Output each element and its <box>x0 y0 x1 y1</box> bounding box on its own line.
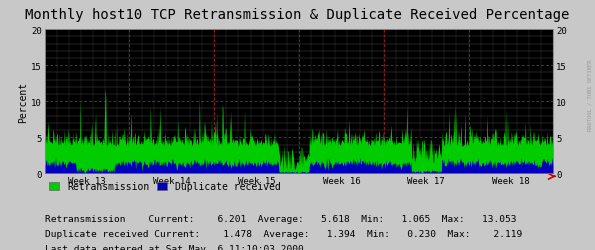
Text: Last data entered at Sat May  6 11:10:03 2000.: Last data entered at Sat May 6 11:10:03 … <box>45 244 309 250</box>
Text: Monthly host10 TCP Retransmission & Duplicate Received Percentage: Monthly host10 TCP Retransmission & Dupl… <box>26 8 569 22</box>
Text: RRDTOOL / TOBI OETIKER: RRDTOOL / TOBI OETIKER <box>587 60 592 130</box>
Text: Duplicate received Current:    1.478  Average:   1.394  Min:   0.230  Max:    2.: Duplicate received Current: 1.478 Averag… <box>45 229 522 238</box>
Legend: Retransmission, Duplicate received: Retransmission, Duplicate received <box>49 182 280 192</box>
Y-axis label: Percent: Percent <box>18 82 29 122</box>
Text: Retransmission    Current:    6.201  Average:   5.618  Min:   1.065  Max:   13.0: Retransmission Current: 6.201 Average: 5… <box>45 214 516 223</box>
